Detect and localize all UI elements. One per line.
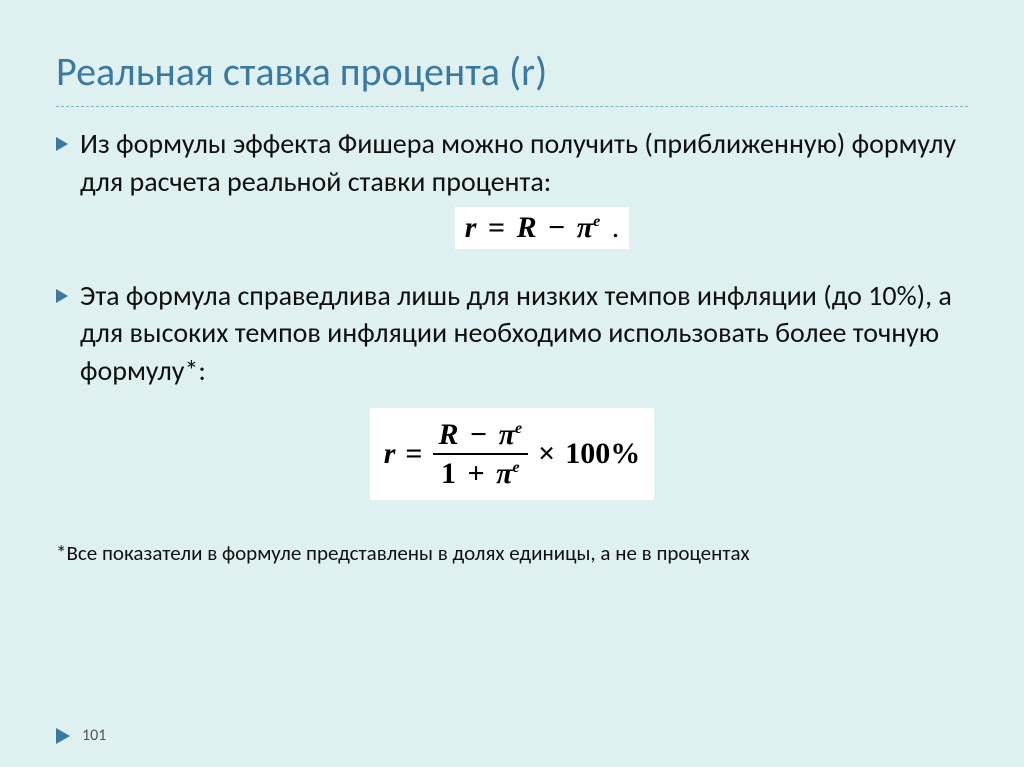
formula-minus: − xyxy=(548,211,565,244)
slide: Реальная ставка процента (r) Из формулы … xyxy=(0,0,1024,767)
formula-num-R: R xyxy=(439,418,459,451)
formula-den-plus: + xyxy=(468,457,485,490)
formula-R: R xyxy=(517,211,537,244)
title-underline xyxy=(56,106,968,107)
formula-num-minus: − xyxy=(470,418,487,451)
formula-eq: = xyxy=(405,437,422,471)
formula-lhs: r xyxy=(384,437,396,471)
formula-sup: e xyxy=(593,213,600,230)
slide-footer: 101 xyxy=(56,726,106,745)
bullet-item: Из формулы эффекта Фишера можно получить… xyxy=(56,125,968,201)
formula-eq: = xyxy=(488,211,505,244)
slide-title: Реальная ставка процента (r) xyxy=(56,48,968,106)
formula-numerator: R − πe xyxy=(433,418,529,453)
formula-hundred: 100% xyxy=(565,437,640,471)
bullet-marker-icon xyxy=(56,137,80,151)
formula-pi: π xyxy=(577,211,593,244)
page-number: 101 xyxy=(82,726,106,745)
content-area: Из формулы эффекта Фишера можно получить… xyxy=(56,125,968,567)
bullet-item: Эта формула справедлива лишь для низких … xyxy=(56,277,968,390)
formula-simple-wrap: r = R − πe . xyxy=(116,207,968,249)
formula-trail: . xyxy=(612,211,620,244)
formula-fraction: R − πe 1 + πe xyxy=(433,418,529,490)
formula-lhs: r xyxy=(465,211,477,244)
formula-den-sup: e xyxy=(513,459,520,476)
bullet-text: Эта формула справедлива лишь для низких … xyxy=(80,277,968,390)
formula-exact: r = R − πe 1 + πe xyxy=(370,408,655,500)
formula-exact-wrap: r = R − πe 1 + πe xyxy=(56,408,968,500)
formula-times: × xyxy=(538,437,555,471)
formula-num-sup: e xyxy=(515,420,522,437)
formula-num-pi: π xyxy=(499,418,515,451)
formula-simple: r = R − πe . xyxy=(455,207,629,249)
formula-den-pi: π xyxy=(496,457,512,490)
bullet-marker-icon xyxy=(56,289,80,303)
footer-marker-icon xyxy=(56,728,70,744)
footnote-text: *Все показатели в формуле представлены в… xyxy=(56,540,968,567)
formula-den-one: 1 xyxy=(441,457,456,490)
bullet-text: Из формулы эффекта Фишера можно получить… xyxy=(80,125,968,201)
formula-denominator: 1 + πe xyxy=(435,455,526,490)
